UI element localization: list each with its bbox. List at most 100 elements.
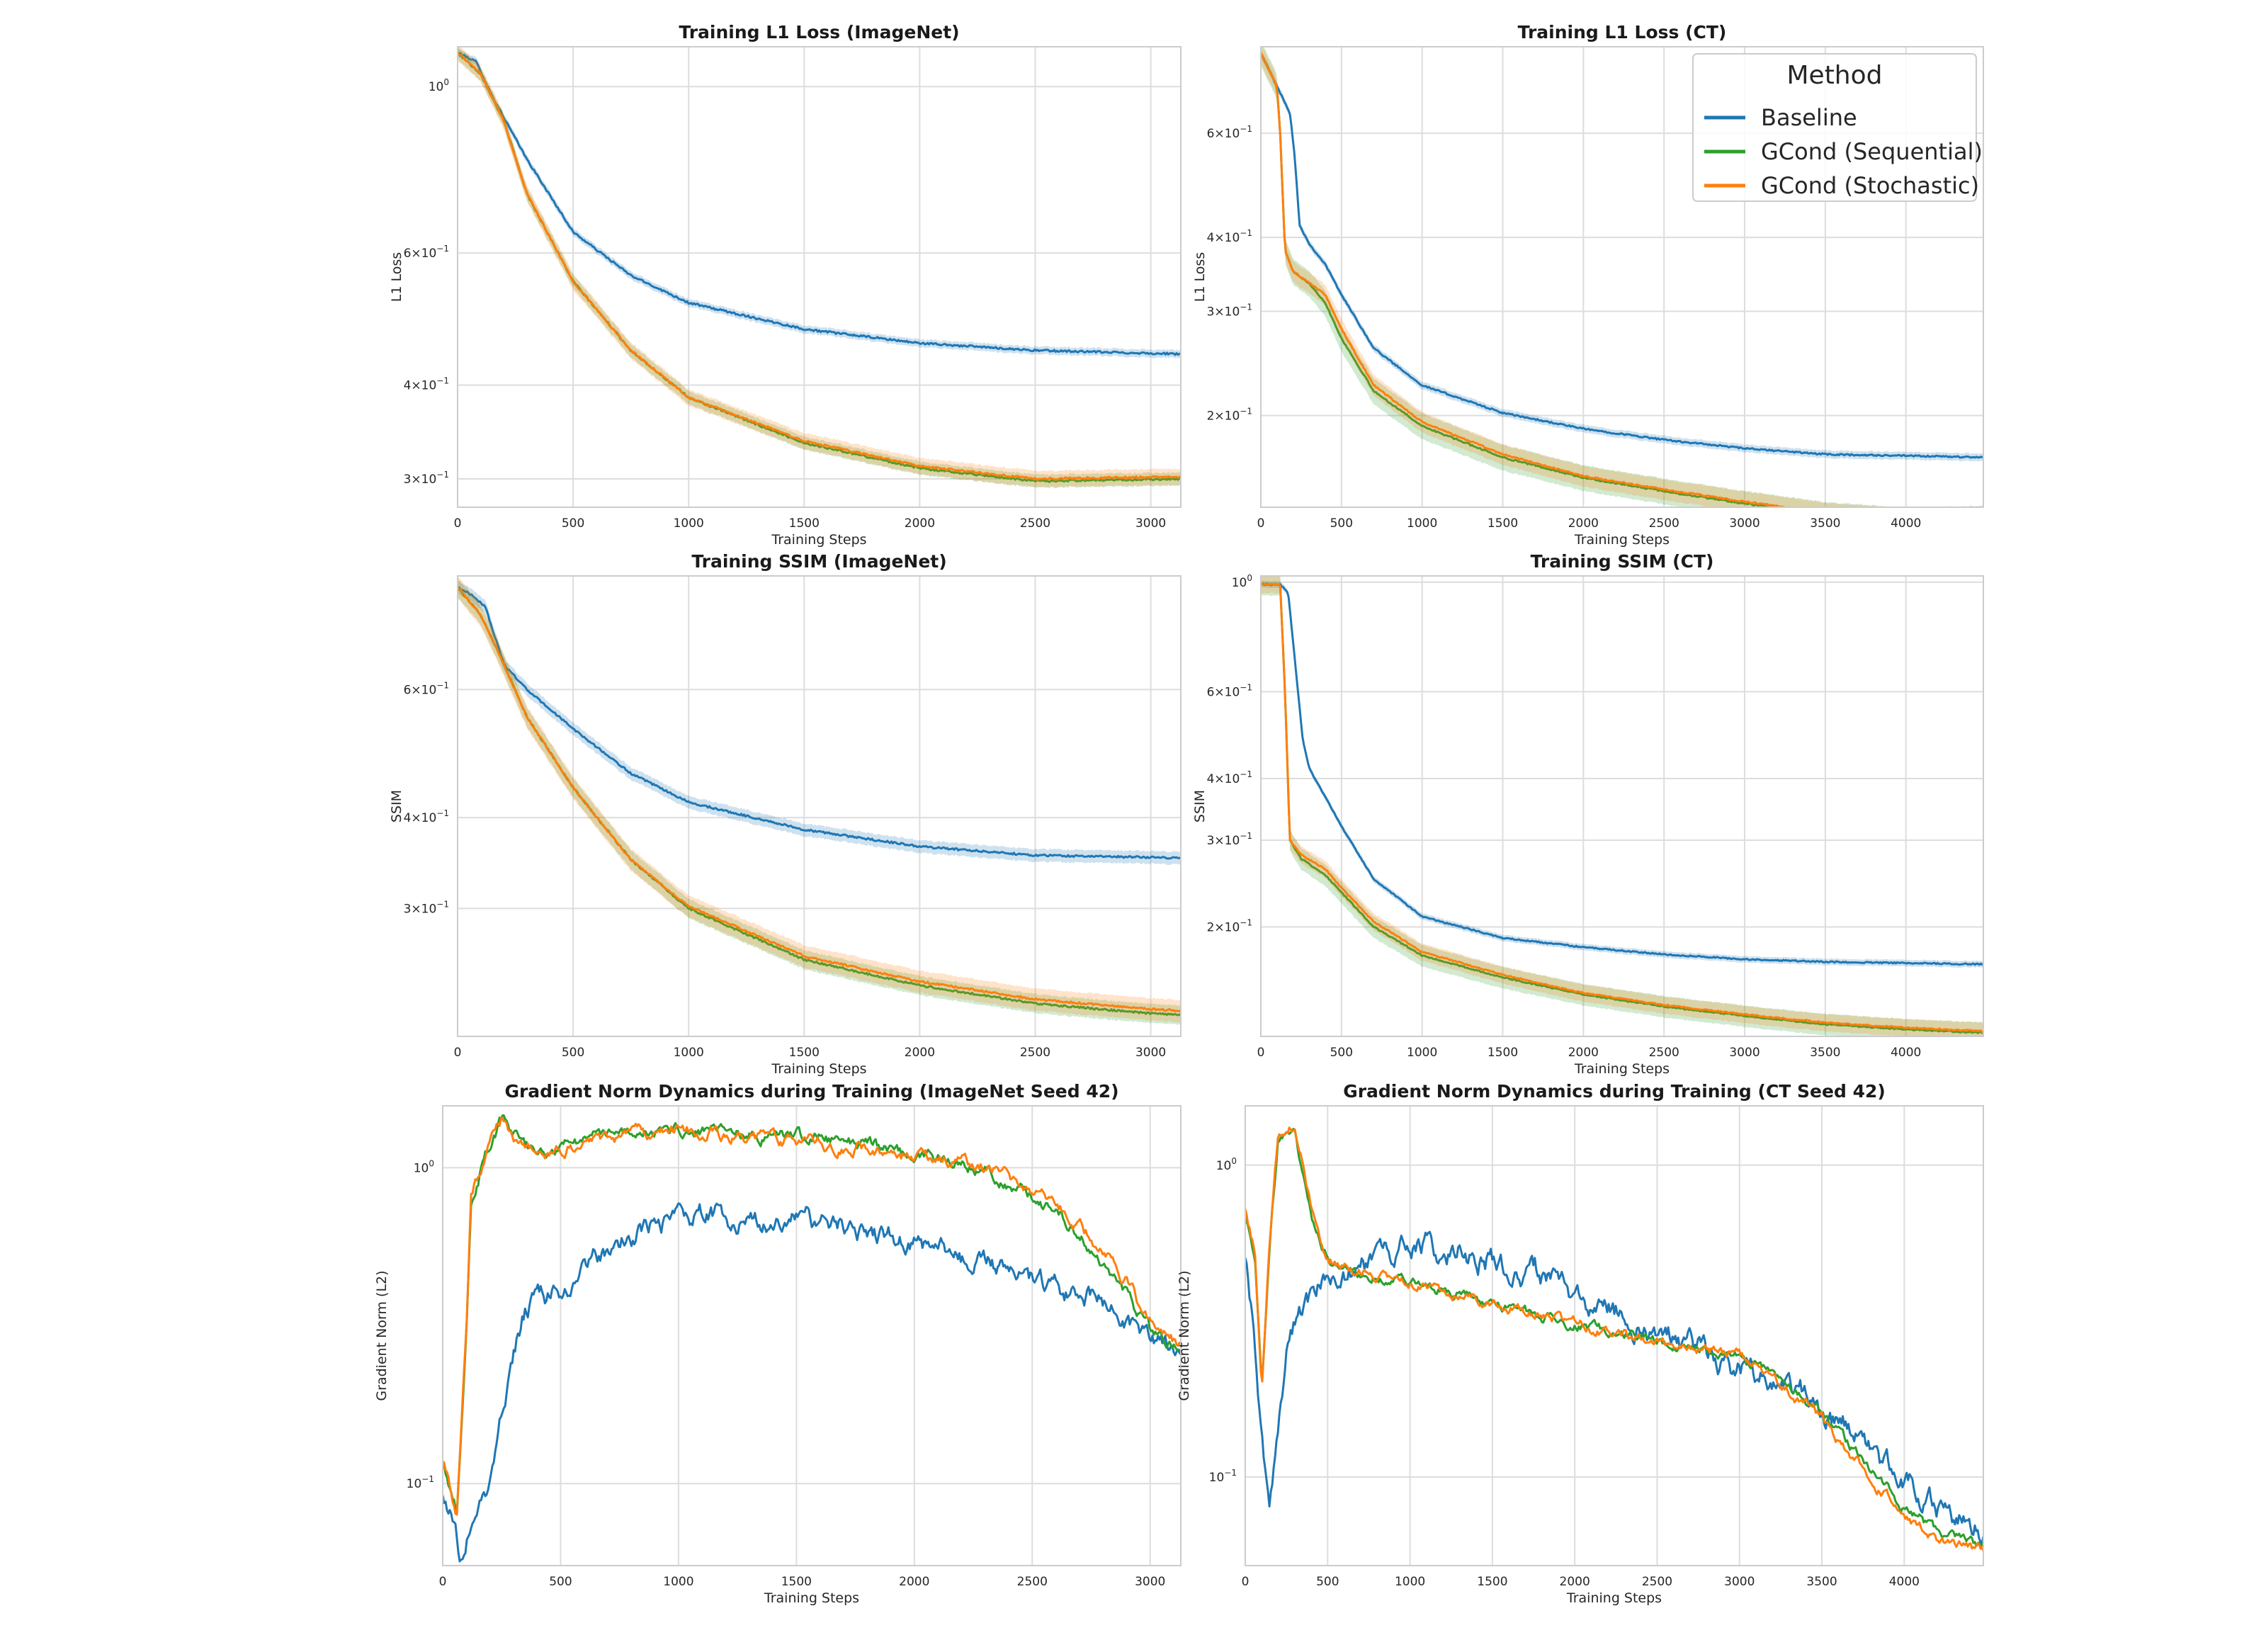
x-tick-label: 2500 [1020, 516, 1050, 531]
x-tick-label: 500 [562, 516, 584, 531]
x-tick-label: 3500 [1810, 516, 1840, 531]
legend-entry-label: Baseline [1761, 104, 1857, 131]
y-tick-label: 6×10−1 [1207, 682, 1252, 699]
y-tick-label: 4×10−1 [404, 376, 449, 393]
x-tick-label: 2000 [1568, 516, 1599, 531]
x-tick-label: 2500 [1020, 1046, 1050, 1060]
chart-l1-ct: Training L1 Loss (CT) 0 500 1000 1500 2000 250… [1192, 22, 1984, 548]
x-tick-label: 0 [454, 1046, 462, 1060]
plot-area [443, 1114, 1181, 1563]
x-tick-label: 2500 [1649, 516, 1679, 531]
x-tick-label: 1000 [1395, 1575, 1425, 1589]
x-tick-label: 500 [549, 1575, 572, 1589]
y-tick-label: 100 [414, 1158, 434, 1175]
x-tick-label: 1500 [789, 516, 820, 531]
chart-ssim-ct: Training SSIM (CT) 0 500 1000 1500 2000 2500 30… [1192, 551, 1984, 1077]
legend: Method Baseline GCond (Sequential) GCond (S… [1692, 53, 1983, 202]
x-tick-label: 3000 [1135, 516, 1166, 531]
series-band-gcond-sequential- [1261, 576, 1983, 1036]
y-tick-label: 4×10−1 [1207, 228, 1252, 245]
series-line-baseline [1261, 582, 1983, 966]
series-line-gcond-stochastic- [1245, 1126, 1983, 1551]
chart-grad-ct: Gradient Norm Dynamics during Training (… [1177, 1081, 1984, 1606]
y-axis-label: L1 Loss [1192, 252, 1208, 302]
x-tick-label: 2000 [1568, 1046, 1599, 1060]
legend-title: Method [1786, 61, 1882, 90]
series-line-gcond-stochastic- [443, 1116, 1181, 1516]
y-tick-label: 100 [1232, 573, 1252, 590]
series-line-gcond-sequential- [1245, 1128, 1983, 1547]
y-axis-label: Gradient Norm (L2) [1177, 1270, 1192, 1401]
chart-title: Training L1 Loss (ImageNet) [679, 22, 959, 43]
x-tick-label: 1500 [1488, 516, 1518, 531]
y-tick-label: 6×10−1 [404, 244, 449, 261]
plot-frame [1260, 575, 1984, 1037]
x-tick-label: 4000 [1891, 1046, 1921, 1060]
series-band-baseline [458, 48, 1181, 359]
x-tick-label: 1000 [1407, 516, 1437, 531]
series-line-baseline [1261, 53, 1983, 459]
plot-area [1261, 576, 1983, 1036]
y-axis-label: L1 Loss [389, 252, 404, 302]
y-tick-label: 6×10−1 [404, 680, 449, 697]
x-tick-label: 1000 [674, 516, 704, 531]
x-tick-label: 2500 [1642, 1575, 1672, 1589]
x-axis-label: Training Steps [771, 1061, 866, 1077]
legend-entry-label: GCond (Sequential) [1761, 138, 1983, 165]
plot-area [1245, 1126, 1983, 1551]
legend-entry-label: GCond (Stochastic) [1761, 172, 1979, 199]
chart-title: Training L1 Loss (CT) [1518, 22, 1727, 43]
series-band-gcond-stochastic- [458, 576, 1181, 1023]
chart-title: Gradient Norm Dynamics during Training (… [504, 1081, 1118, 1102]
x-axis-label: Training Steps [1574, 532, 1670, 548]
x-tick-label: 500 [1330, 516, 1353, 531]
x-tick-label: 0 [1257, 516, 1265, 531]
series-line-gcond-sequential- [1261, 52, 1779, 507]
x-tick-label: 0 [439, 1575, 447, 1589]
chart-grad-imagenet: Gradient Norm Dynamics during Training (… [374, 1081, 1182, 1606]
x-tick-label: 1000 [663, 1575, 693, 1589]
plot-frame [1245, 1105, 1984, 1566]
series-line-gcond-stochastic- [458, 587, 1181, 1013]
series-line-gcond-sequential- [443, 1114, 1181, 1516]
series-line-baseline [458, 586, 1181, 860]
y-tick-label: 2×10−1 [1207, 918, 1252, 935]
x-tick-label: 3500 [1806, 1575, 1837, 1589]
plot-area [1261, 47, 1983, 507]
y-tick-label: 3×10−1 [404, 470, 449, 487]
y-tick-label: 3×10−1 [404, 899, 449, 916]
x-tick-label: 3500 [1810, 1046, 1840, 1060]
series-line-gcond-stochastic- [1261, 582, 1983, 1033]
x-tick-label: 0 [1242, 1575, 1250, 1589]
plot-frame [1260, 46, 1984, 508]
x-tick-label: 1500 [781, 1575, 812, 1589]
x-axis-label: Training Steps [764, 1590, 859, 1606]
x-tick-label: 2000 [905, 516, 935, 531]
x-axis-label: Training Steps [1566, 1590, 1662, 1606]
plot-frame [457, 575, 1182, 1037]
x-tick-label: 0 [1257, 1046, 1265, 1060]
y-tick-label: 100 [1216, 1156, 1237, 1173]
series-line-baseline [1245, 1230, 1983, 1546]
x-tick-label: 3000 [1135, 1575, 1165, 1589]
x-tick-label: 3000 [1729, 516, 1760, 531]
x-tick-label: 1000 [1407, 1046, 1437, 1060]
y-axis-label: SSIM [1192, 790, 1208, 822]
x-tick-label: 0 [454, 516, 462, 531]
chart-l1-imagenet: Training L1 Loss (ImageNet) 0 500 1000 1500 2… [389, 22, 1182, 548]
x-tick-label: 3000 [1135, 1046, 1166, 1060]
plot-area [458, 47, 1181, 489]
x-tick-label: 1500 [789, 1046, 820, 1060]
x-tick-label: 500 [1330, 1046, 1353, 1060]
y-tick-label: 6×10−1 [1207, 124, 1252, 141]
x-tick-label: 2000 [899, 1575, 929, 1589]
x-tick-label: 2500 [1649, 1046, 1679, 1060]
series-line-gcond-stochastic- [458, 52, 1181, 481]
x-tick-label: 1500 [1488, 1046, 1518, 1060]
series-line-baseline [443, 1202, 1181, 1563]
x-tick-label: 2500 [1017, 1575, 1048, 1589]
y-tick-label: 10−1 [407, 1474, 434, 1491]
plot-area [458, 576, 1181, 1025]
series-line-gcond-stochastic- [1261, 52, 1796, 507]
